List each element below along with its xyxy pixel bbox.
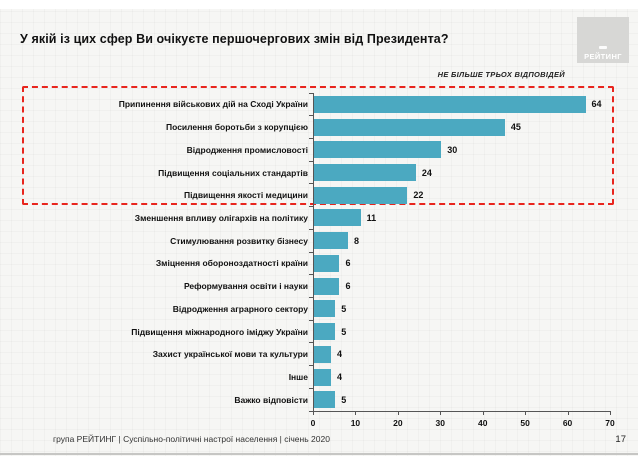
bar-row: Відродження аграрного сектору 5 [0,297,638,321]
bar-label: Інше [288,371,308,382]
bar-label: Припинення військових дій на Сході Украї… [118,99,308,110]
bar [314,232,348,250]
bar-row: Відродження промисловості 30 [0,138,638,162]
bar-label: Відродження аграрного сектору [172,303,308,314]
answers-limit-note: НЕ БІЛЬШЕ ТРЬОХ ВІДПОВІДЕЙ [437,70,565,79]
bar-label: Важко відповісти [234,394,308,405]
y-axis-line [313,93,314,411]
bar-label: Реформування освіти і науки [183,281,308,292]
bar-label: Посилення боротьби з корупцією [166,122,308,133]
page-number: 17 [615,434,626,445]
x-tick-label: 50 [520,418,530,428]
x-tick [610,411,611,415]
rating-group-logo: РЕЙТИНГ [577,17,629,63]
bar-value: 30 [447,144,458,155]
bar-label: Підвищення соціальних стандартів [158,167,308,178]
bar-value: 5 [341,394,347,405]
bar-row: Важко відповісти 5 [0,388,638,412]
x-tick-label: 20 [393,418,403,428]
bar-value: 64 [591,99,602,110]
bar-value: 6 [345,258,351,269]
page-title: У якій із цих сфер Ви очікуєте першочерг… [20,32,449,46]
bar-row: Захист української мови та культури 4 [0,343,638,366]
bar-label: Відродження промисловості [186,144,308,155]
bar-row: Реформування освіти і науки 6 [0,275,638,298]
bar [314,209,361,227]
bar-label: Захист української мови та культури [152,349,308,360]
bar [314,141,442,159]
bar [314,95,586,113]
bar [314,277,340,295]
bar-label: Підвищення міжнародного іміджу України [131,326,308,337]
bar-value: 5 [341,326,347,337]
x-tick [355,411,357,415]
x-tick-label: 0 [310,418,316,428]
bar-value: 6 [345,281,351,292]
x-axis-line [313,411,611,412]
bar-row: Підвищення міжнародного іміджу України 5 [0,320,638,344]
bar-value: 22 [413,190,424,201]
bar-value: 4 [336,371,342,382]
bar [314,254,340,272]
bar-value: 11 [366,212,377,223]
bar [314,391,336,409]
x-tick [440,411,442,415]
logo-text: РЕЙТИНГ [584,52,622,61]
x-tick [482,411,484,415]
bar-value: 45 [510,122,521,133]
x-tick-label: 30 [435,418,446,428]
x-tick-label: 40 [477,418,488,428]
bar-rows: Припинення військових дій на Сході Украї… [0,92,638,412]
x-tick-label: 10 [350,418,361,428]
bottom-divider [0,453,638,455]
bar-row: Стимулювання розвитку бізнесу 8 [0,229,638,253]
bar-row: Підвищення якості медицини 22 [0,184,638,207]
x-tick-label: 70 [605,418,615,428]
bar-value: 4 [336,349,342,360]
bar [314,118,505,136]
bar [314,186,408,204]
bar-value: 24 [421,167,432,178]
bar [314,164,416,182]
bar-row: Припинення військових дій на Сході Украї… [0,93,638,116]
x-tick [397,411,399,415]
bar-label: Підвищення якості медицини [183,190,308,201]
footer-source: група РЕЙТИНГ | Суспільно-політичні наст… [53,434,330,444]
bar-label: Зміцнення обороноздатності країни [155,258,308,269]
bar-row: Інше 4 [0,366,638,389]
bar-row: Зміцнення обороноздатності країни 6 [0,252,638,275]
bar-label: Стимулювання розвитку бізнесу [170,235,308,246]
bar [314,345,331,363]
bar-row: Посилення боротьби з корупцією 45 [0,116,638,139]
bar [314,323,336,341]
x-tick-label: 60 [562,418,573,428]
bar-row: Підвищення соціальних стандартів 24 [0,161,638,185]
top-answers-highlight-box [22,86,614,205]
bar-value: 8 [353,235,359,246]
bar [314,368,331,386]
x-tick [525,411,527,415]
bar [314,300,336,318]
bar-row: Зменшення впливу олігархів на політику 11 [0,207,638,230]
x-tick [313,411,314,415]
bar-label: Зменшення впливу олігархів на політику [134,212,308,223]
bar-value: 5 [341,303,347,314]
x-tick [567,411,569,415]
logo-mark-icon [599,46,607,49]
top-strip [0,0,638,9]
